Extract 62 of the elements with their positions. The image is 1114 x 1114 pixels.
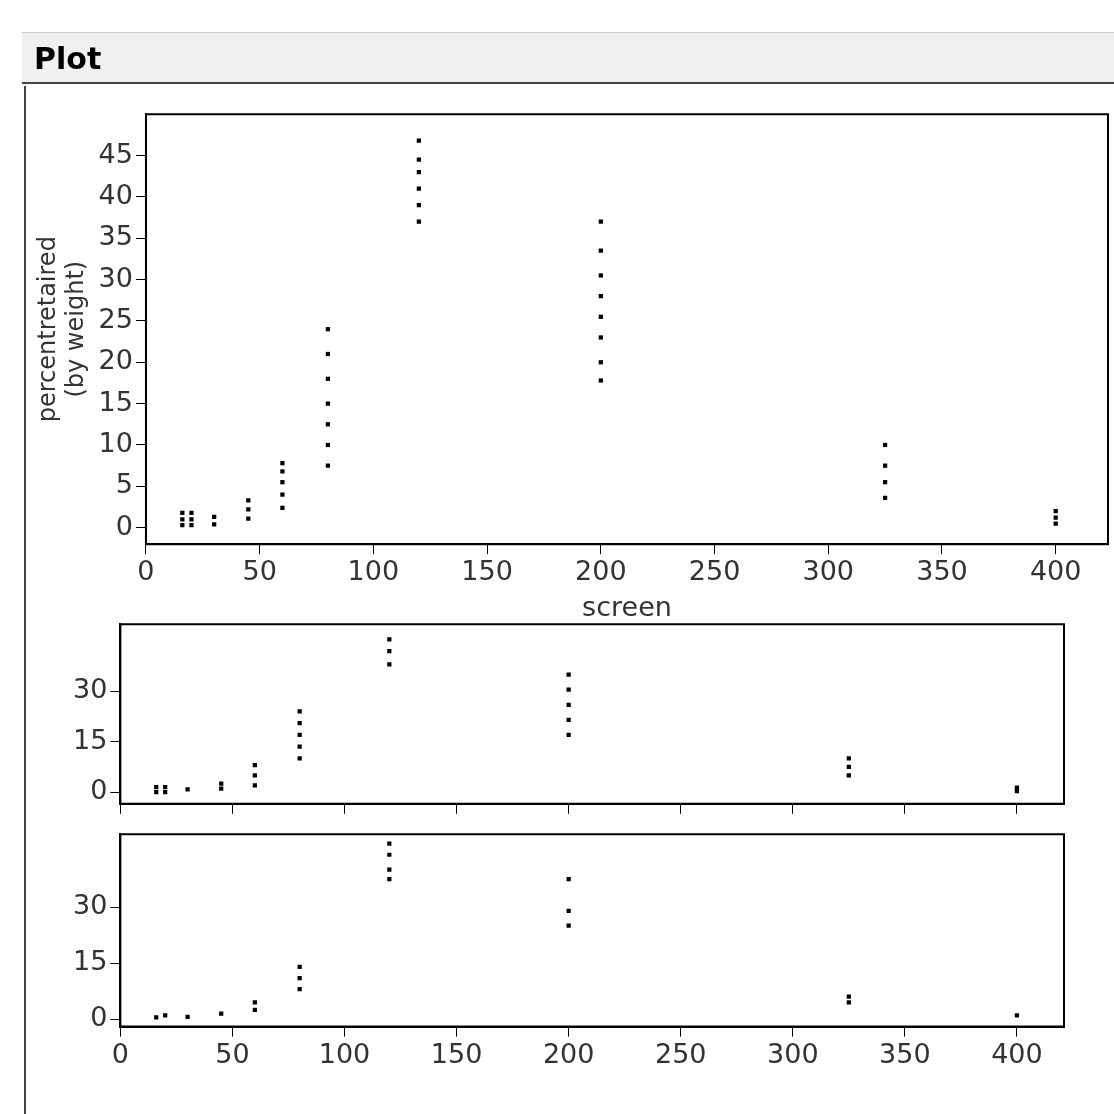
y-tick-label: 0 <box>90 774 108 806</box>
y-tick-label: 15 <box>73 945 108 977</box>
y-tick-label: 5 <box>115 468 133 500</box>
point <box>387 662 392 667</box>
y-tick-label: 30 <box>73 673 108 705</box>
x-tick-label: 200 <box>575 555 627 587</box>
x-tick-label: 400 <box>991 1037 1043 1069</box>
point <box>280 505 285 510</box>
point <box>598 335 603 340</box>
x-tick-label: 0 <box>137 555 155 587</box>
x-tick-label: 150 <box>461 555 513 587</box>
point <box>219 1011 224 1016</box>
y-axis-title: percentretaired (by weight) <box>32 236 90 423</box>
point <box>280 469 285 474</box>
y-tick-label: 35 <box>98 220 133 252</box>
point <box>280 480 285 485</box>
point <box>163 1013 168 1018</box>
y-tick-label: 45 <box>98 137 133 169</box>
point <box>297 756 302 761</box>
point <box>189 510 194 515</box>
y-tick-label: 10 <box>98 426 133 458</box>
chart-title: Plot <box>22 32 1114 84</box>
x-tick-label: 300 <box>767 1037 819 1069</box>
point <box>189 523 194 528</box>
y-tick-label: 40 <box>98 178 133 210</box>
y-tick-label: 20 <box>98 344 133 376</box>
point <box>598 273 603 278</box>
point <box>246 516 251 521</box>
x-tick-label: 350 <box>916 555 968 587</box>
x-tick-label: 150 <box>430 1037 483 1069</box>
x-tick-label: 300 <box>802 555 855 587</box>
y-tick-label: 30 <box>73 889 108 921</box>
y-tick-label: 15 <box>98 385 133 417</box>
x-tick-label: 250 <box>654 1037 707 1069</box>
y-tick-label: 30 <box>98 261 133 293</box>
point <box>598 378 603 383</box>
x-tick-label: 100 <box>318 1037 371 1069</box>
point <box>280 492 285 497</box>
y-tick-label: 0 <box>90 1001 108 1033</box>
point <box>180 517 185 522</box>
x-tick-label: 100 <box>347 555 400 587</box>
x-tick-label: 350 <box>879 1037 931 1069</box>
x-tick-label: 200 <box>542 1037 595 1069</box>
point <box>280 461 285 466</box>
point <box>185 1014 190 1020</box>
x-tick-label: 50 <box>215 1037 250 1069</box>
point <box>387 841 392 846</box>
point <box>846 756 851 761</box>
point <box>566 672 571 677</box>
point <box>246 507 251 512</box>
point <box>297 709 302 714</box>
point <box>1053 521 1058 526</box>
point <box>1014 1013 1020 1018</box>
x-axis-title: screen <box>582 590 672 622</box>
point <box>189 517 194 522</box>
x-tick-label: 400 <box>1029 555 1082 587</box>
y-tick-label: 15 <box>73 723 108 755</box>
x-tick-label: 50 <box>242 555 277 587</box>
x-tick-label: 250 <box>688 555 741 587</box>
point <box>185 787 190 792</box>
y-tick-label: 25 <box>98 302 133 334</box>
y-tick-label: 0 <box>115 509 133 541</box>
